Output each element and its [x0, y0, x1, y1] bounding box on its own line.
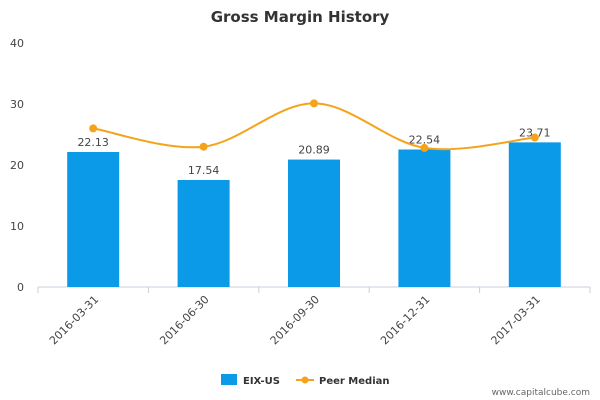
y-tick-label: 20 — [10, 159, 24, 172]
bar-data-labels: 22.13 17.54 20.89 22.54 23.71 — [77, 126, 550, 177]
x-tick-label: 2016-09-30 — [268, 293, 322, 347]
bar-eix-2017-03-31 — [508, 142, 561, 287]
x-axis-labels: 2016-03-31 2016-06-30 2016-09-30 2016-12-31… — [47, 293, 543, 347]
peer-median-point — [310, 99, 318, 108]
chart-title: Gross Margin History — [211, 8, 390, 26]
x-tick-label: 2016-06-30 — [157, 293, 211, 347]
peer-median-line — [93, 102, 535, 151]
x-tick-marks — [37, 287, 591, 293]
x-tick-label: 2016-03-31 — [47, 293, 101, 347]
peer-median-point — [89, 124, 98, 133]
peer-median-point — [199, 142, 208, 151]
bar-eix-2016-09-30 — [288, 159, 340, 287]
peer-median-points — [89, 99, 539, 152]
bar-data-label: 20.89 — [298, 144, 330, 157]
legend-peer-dot — [301, 376, 309, 384]
bar-eix-2016-06-30 — [177, 180, 230, 287]
peer-median-point — [530, 133, 539, 142]
bar-data-label: 23.71 — [519, 126, 551, 139]
legend: EIX-US Peer Median — [221, 374, 390, 387]
legend-eix-swatch — [221, 374, 237, 385]
bar-series — [67, 142, 561, 287]
bar-eix-2016-12-31 — [398, 149, 451, 287]
y-tick-label: 10 — [10, 220, 24, 233]
y-tick-label: 30 — [10, 98, 24, 111]
bar-data-label: 22.54 — [409, 134, 441, 147]
bar-data-label: 22.13 — [77, 136, 109, 149]
y-axis: 0 10 20 30 40 — [10, 37, 24, 294]
bar-eix-2016-03-31 — [67, 152, 120, 287]
y-tick-label: 40 — [10, 37, 24, 50]
legend-eix-label: EIX-US — [243, 376, 280, 387]
y-tick-label: 0 — [17, 281, 24, 294]
x-tick-label: 2017-03-31 — [489, 293, 543, 347]
bar-data-label: 17.54 — [188, 164, 220, 177]
legend-peer-label: Peer Median — [319, 376, 390, 387]
x-tick-label: 2016-12-31 — [378, 293, 432, 347]
peer-median-point — [420, 143, 429, 152]
credit-text: www.capitalcube.com — [492, 388, 590, 398]
